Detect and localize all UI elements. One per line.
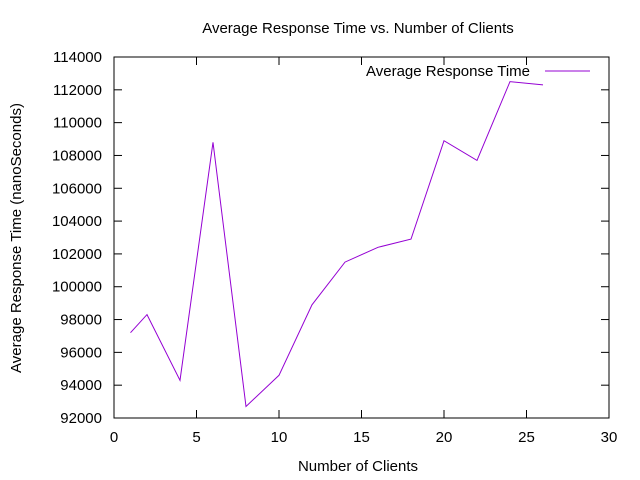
x-tick-label: 30 [601, 429, 618, 446]
x-axis: 0 5 10 15 20 25 30 [110, 57, 618, 446]
y-tick-label: 92000 [60, 410, 102, 427]
x-tick-label: 25 [518, 429, 535, 446]
y-tick-label: 106000 [52, 180, 102, 197]
y-tick-label: 108000 [52, 147, 102, 164]
x-tick-label: 20 [436, 429, 453, 446]
plot-frame [113, 56, 610, 419]
chart-title: Average Response Time vs. Number of Clie… [202, 20, 514, 37]
legend: Average Response Time [366, 63, 590, 80]
y-tick-label: 112000 [53, 82, 102, 99]
x-tick-label: 10 [271, 429, 288, 446]
y-tick-label: 102000 [52, 246, 102, 263]
x-tick-label: 5 [192, 429, 200, 446]
y-axis: 92000 94000 96000 98000 100000 102000 104000 10… [52, 49, 609, 427]
y-tick-label: 110000 [53, 115, 102, 132]
x-tick-label: 0 [110, 429, 118, 446]
y-tick-label: 114000 [53, 49, 102, 66]
y-tick-label: 98000 [60, 312, 102, 329]
series-layer [130, 81, 544, 408]
y-tick-label: 94000 [60, 377, 102, 394]
y-axis-label: Average Response Time (nanoSeconds) [8, 103, 25, 373]
x-tick-label: 15 [353, 429, 370, 446]
y-tick-label: 100000 [52, 279, 102, 296]
series-line [130, 81, 544, 408]
y-tick-label: 104000 [52, 213, 102, 230]
legend-label: Average Response Time [366, 63, 530, 80]
x-axis-label: Number of Clients [298, 458, 418, 475]
y-tick-label: 96000 [60, 344, 102, 361]
